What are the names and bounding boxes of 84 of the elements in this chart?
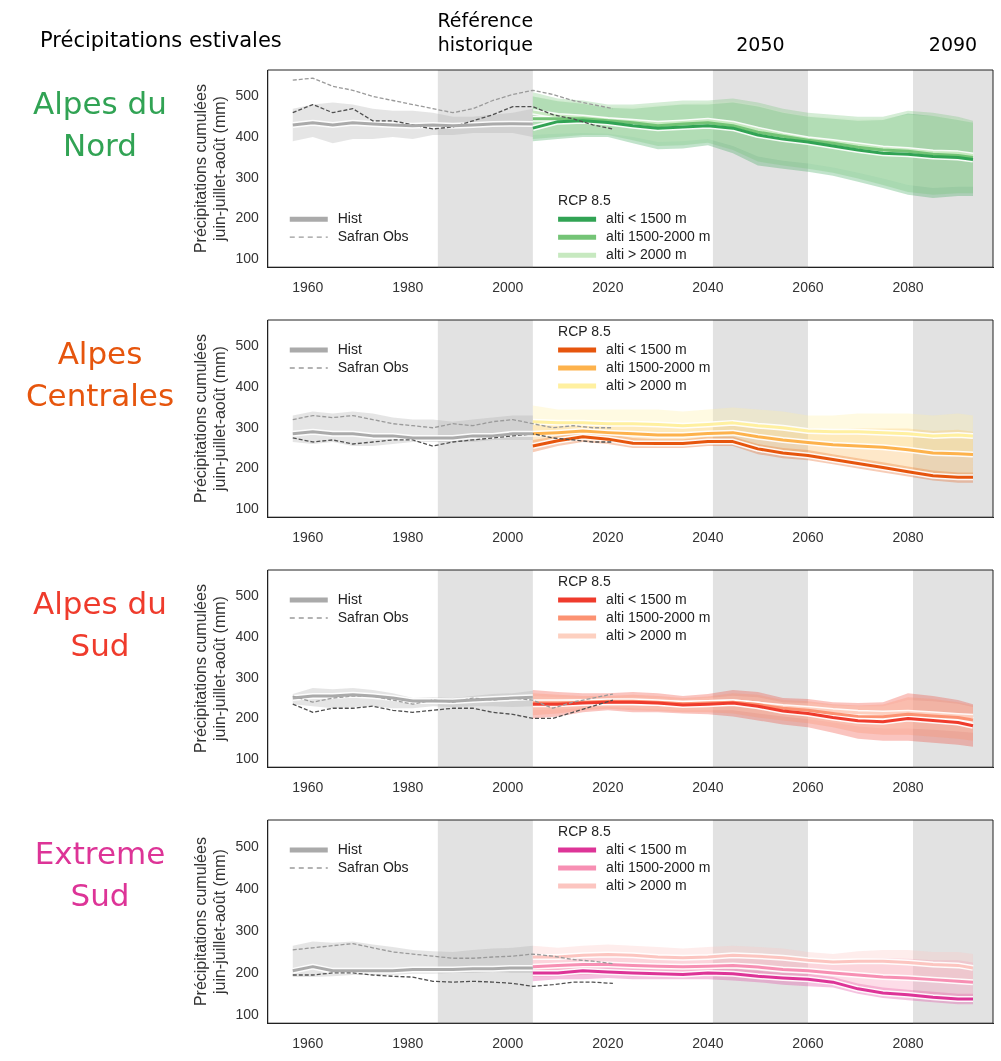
y-axis-title: Précipitations cumulées juin-juillet-août (mm): [192, 837, 229, 1007]
x-tick-label: 2000: [492, 279, 524, 296]
band-label: 2090: [928, 33, 978, 56]
legend-label: Hist: [337, 340, 362, 357]
legend-title: RCP 8.5: [558, 322, 611, 339]
x-tick-label: 1960: [292, 279, 324, 296]
legend-label: Hist: [337, 210, 362, 227]
y-tick-label: 200: [235, 709, 259, 726]
x-tick-label: 2040: [692, 529, 724, 546]
x-tick-label: 2020: [592, 529, 624, 546]
y-tick-label: 200: [235, 459, 259, 476]
x-tick-label: 2060: [792, 1035, 824, 1052]
x-tick-label: 2080: [892, 779, 924, 796]
y-axis-title: Précipitations cumulées juin-juillet-août (mm): [192, 84, 229, 254]
x-tick-label: 2080: [892, 529, 924, 546]
legend-label: alti > 2000 m: [606, 876, 687, 893]
y-tick-label: 300: [235, 668, 259, 685]
band-label: Référence historique: [437, 9, 534, 56]
x-tick-label: 2020: [592, 279, 624, 296]
legend-label: alti 1500-2000 m: [606, 358, 711, 375]
text: Alpes Centrales: [25, 335, 175, 413]
legend-label: Safran Obs: [337, 228, 409, 245]
legend-label: alti < 1500 m: [606, 590, 687, 607]
x-tick-label: 1980: [392, 529, 424, 546]
x-tick-label: 2020: [592, 779, 624, 796]
y-tick-label: 200: [235, 963, 259, 980]
x-tick-label: 2060: [792, 279, 824, 296]
x-tick-label: 1980: [392, 1035, 424, 1052]
x-tick-label: 2040: [692, 779, 724, 796]
text: Alpes du Nord: [33, 85, 167, 163]
x-tick-label: 1960: [292, 529, 324, 546]
legend-label: Safran Obs: [337, 358, 409, 375]
y-tick-label: 400: [235, 127, 259, 144]
legend-label: alti > 2000 m: [606, 376, 687, 393]
y-tick-label: 100: [235, 1005, 259, 1022]
legend-label: alti > 2000 m: [606, 246, 687, 263]
x-tick-label: 2060: [792, 779, 824, 796]
x-tick-label: 2000: [492, 1035, 524, 1052]
x-tick-label: 2080: [892, 1035, 924, 1052]
text: Alpes du Sud: [33, 585, 167, 663]
legend-label: alti > 2000 m: [606, 626, 687, 643]
x-tick-label: 1960: [292, 1035, 324, 1052]
y-tick-label: 100: [235, 249, 259, 266]
legend-title: RCP 8.5: [558, 572, 611, 589]
y-tick-label: 500: [235, 87, 259, 104]
y-axis-title: Précipitations cumulées juin-juillet-août (mm): [192, 334, 229, 504]
y-tick-label: 400: [235, 377, 259, 394]
legend-label: Safran Obs: [337, 858, 409, 875]
y-tick-label: 500: [235, 337, 259, 354]
x-tick-label: 1980: [392, 779, 424, 796]
y-tick-label: 500: [235, 838, 259, 855]
y-tick-label: 100: [235, 749, 259, 766]
legend-label: alti < 1500 m: [606, 210, 687, 227]
legend-label: alti < 1500 m: [606, 840, 687, 857]
legend-label: Hist: [337, 590, 362, 607]
legend-label: Hist: [337, 840, 362, 857]
x-tick-label: 2040: [692, 1035, 724, 1052]
y-tick-label: 400: [235, 627, 259, 644]
y-tick-label: 400: [235, 879, 259, 896]
y-tick-label: 300: [235, 418, 259, 435]
y-tick-label: 300: [235, 168, 259, 185]
band-label: 2050: [736, 33, 785, 56]
x-tick-label: 2020: [592, 1035, 624, 1052]
x-tick-label: 2060: [792, 529, 824, 546]
legend-title: RCP 8.5: [558, 822, 611, 839]
legend-label: alti 1500-2000 m: [606, 228, 711, 245]
x-tick-label: 1960: [292, 779, 324, 796]
legend-label: alti 1500-2000 m: [606, 608, 711, 625]
legend-label: Safran Obs: [337, 608, 409, 625]
x-tick-label: 2000: [492, 529, 524, 546]
legend-label: alti 1500-2000 m: [606, 858, 711, 875]
chart-title: Précipitations estivales: [40, 28, 282, 52]
text: Extreme Sud: [34, 835, 166, 913]
y-tick-label: 200: [235, 209, 259, 226]
y-tick-label: 300: [235, 921, 259, 938]
x-tick-label: 2080: [892, 279, 924, 296]
legend-label: alti < 1500 m: [606, 340, 687, 357]
y-tick-label: 100: [235, 499, 259, 516]
y-axis-title: Précipitations cumulées juin-juillet-août (mm): [192, 584, 229, 754]
x-tick-label: 2000: [492, 779, 524, 796]
y-tick-label: 500: [235, 587, 259, 604]
legend-title: RCP 8.5: [558, 192, 611, 209]
x-tick-label: 2040: [692, 279, 724, 296]
x-tick-label: 1980: [392, 279, 424, 296]
